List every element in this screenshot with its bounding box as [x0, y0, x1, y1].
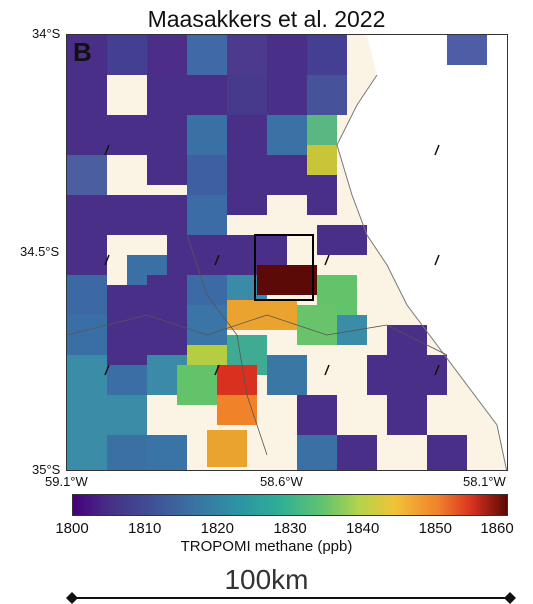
colorbar [72, 494, 508, 516]
wind-arrows [104, 144, 440, 376]
border-line [67, 314, 448, 356]
lat-tick: 34.5°S [20, 244, 60, 259]
study-area-box [254, 234, 314, 301]
panel-label: B [73, 37, 92, 67]
scale-bar-right-marker [504, 592, 516, 604]
map-grid [67, 35, 507, 470]
colorbar-tick: 1800 [55, 520, 89, 537]
lon-tick: 59.1°W [45, 474, 88, 489]
lon-tick: 58.6°W [260, 474, 303, 489]
colorbar-tick: 1840 [346, 520, 380, 537]
colorbar-tick: 1810 [128, 520, 162, 537]
colorbar-tick: 1830 [273, 520, 307, 537]
colorbar-label: TROPOMI methane (ppb) [180, 538, 353, 555]
border-line [186, 234, 268, 456]
lat-tick: 35°S [32, 462, 61, 477]
scale-bar-label: 100km [224, 564, 309, 595]
ocean-area [337, 35, 507, 470]
lat-tick: 34°S [32, 26, 61, 41]
figure-title: Maasakkers et al. 2022 [147, 6, 386, 32]
colorbar-tick: 1850 [418, 520, 452, 537]
colorbar-tick: 1860 [480, 520, 514, 537]
lon-tick: 58.1°W [463, 474, 506, 489]
methane-map: B [66, 34, 508, 471]
colorbar-tick: 1820 [200, 520, 234, 537]
coastline [336, 74, 507, 470]
scale-bar-left-marker [66, 592, 78, 604]
